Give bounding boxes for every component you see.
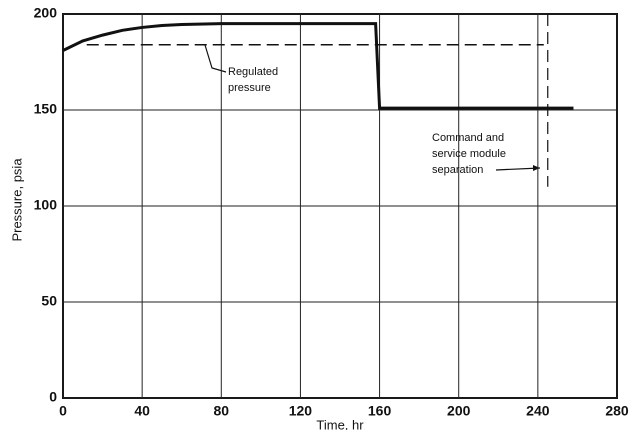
x-tick-label: 200	[447, 403, 471, 419]
annotation: Command and	[432, 132, 504, 144]
y-tick-label: 200	[34, 5, 58, 21]
x-tick-label: 80	[213, 403, 229, 419]
x-tick-label: 0	[59, 403, 67, 419]
y-tick-label: 50	[41, 293, 57, 309]
annotation: separation	[432, 164, 483, 176]
annotation: service module	[432, 148, 506, 160]
leader-line	[495, 167, 541, 171]
x-tick-label: 160	[368, 403, 392, 419]
x-axis-label: Time, hr	[316, 417, 364, 430]
x-tick-label: 240	[526, 403, 550, 419]
x-tick-label: 120	[289, 403, 313, 419]
x-tick-label: 40	[134, 403, 150, 419]
x-tick-label: 280	[605, 403, 629, 419]
y-tick-label: 0	[49, 389, 57, 405]
annotation: Regulated	[228, 66, 278, 78]
data-line	[62, 22, 574, 110]
y-axis-label: Pressure, psia	[9, 158, 24, 242]
annotation: pressure	[228, 82, 271, 94]
leader-line	[204, 44, 227, 73]
y-tick-label: 100	[34, 197, 58, 213]
y-tick-label: 150	[34, 101, 58, 117]
arrow-head	[533, 165, 540, 171]
